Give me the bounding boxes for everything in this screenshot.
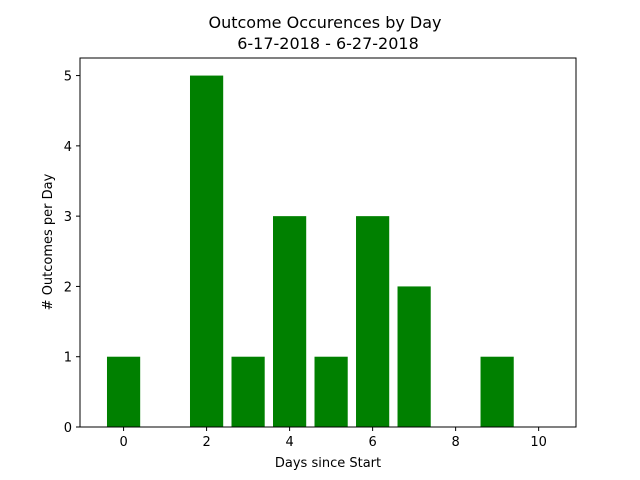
y-tick-label: 0 [64, 421, 72, 436]
x-tick-label: 10 [530, 435, 547, 450]
bar-day-0 [106, 356, 141, 427]
x-axis-ticks: 0 2 4 6 8 10 [119, 427, 547, 450]
x-tick-label: 0 [119, 435, 127, 450]
x-tick-label: 2 [202, 435, 210, 450]
x-axis-label: Days since Start [275, 456, 381, 471]
y-axis-label: # Outcomes per Day [41, 173, 56, 310]
bar-day-3 [231, 356, 265, 427]
bar-day-5 [314, 356, 348, 427]
bar-day-7 [397, 286, 431, 427]
y-tick-label: 4 [64, 140, 72, 155]
y-tick-label: 3 [64, 210, 72, 225]
bar-day-2 [189, 75, 224, 428]
plot-frame [79, 57, 577, 428]
bar-day-9 [480, 356, 514, 427]
chart-title: Outcome Occurences by Day [208, 13, 441, 32]
bar-series [106, 75, 514, 428]
y-tick-label: 5 [64, 70, 72, 85]
chart-subtitle: 6-17-2018 - 6-27-2018 [237, 34, 419, 53]
y-axis-ticks: 0 1 2 3 4 5 [64, 70, 80, 436]
y-tick-label: 1 [64, 351, 72, 366]
bar-day-6 [356, 216, 390, 427]
x-tick-label: 4 [285, 435, 293, 450]
x-tick-label: 6 [368, 435, 376, 450]
y-tick-label: 2 [64, 280, 72, 295]
x-tick-label: 8 [451, 435, 459, 450]
bar-day-4 [273, 216, 307, 427]
